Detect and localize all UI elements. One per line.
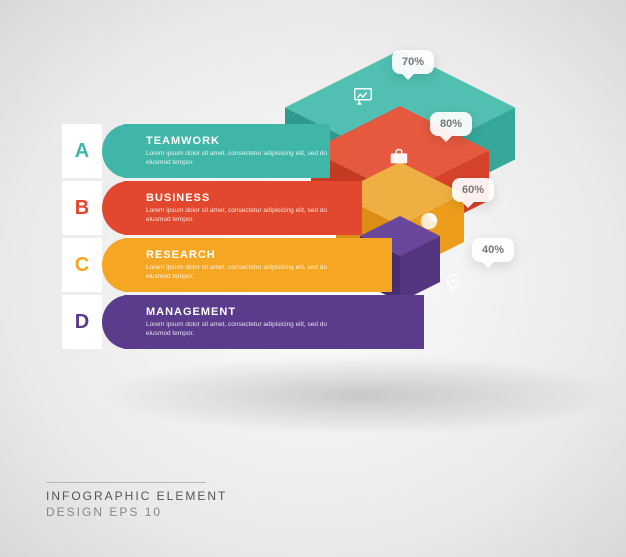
caption-rule [46, 482, 206, 483]
ribbon-title: RESEARCH [146, 249, 392, 261]
ribbon-body: MANAGEMENT Lorem ipsum dolor sit amet, co… [124, 295, 424, 349]
svg-text:$: $ [403, 155, 405, 159]
percent-bubble-d: 40% [472, 238, 514, 262]
presentation-icon [352, 86, 374, 108]
ribbon-b: B BUSINESS Lorem ipsum dolor sit amet, con… [62, 181, 362, 235]
letter-badge: C [62, 238, 102, 292]
caption: INFOGRAPHIC ELEMENT DESIGN EPS 10 [46, 482, 227, 519]
briefcase-icon: $ [388, 146, 410, 168]
piechart-icon [418, 210, 440, 232]
ribbon-subtitle: Lorem ipsum dolor sit amet, consectetur … [146, 321, 336, 337]
letter-badge: A [62, 124, 102, 178]
letter-badge: B [62, 181, 102, 235]
percent-bubble-b: 80% [430, 112, 472, 136]
ribbon-subtitle: Lorem ipsum dolor sit amet, consectetur … [146, 264, 336, 280]
ribbon-subtitle: Lorem ipsum dolor sit amet, consectetur … [146, 150, 330, 166]
ribbon-subtitle: Lorem ipsum dolor sit amet, consectetur … [146, 207, 336, 223]
ribbon-body: TEAMWORK Lorem ipsum dolor sit amet, cons… [124, 124, 330, 178]
ribbon-body: BUSINESS Lorem ipsum dolor sit amet, cons… [124, 181, 362, 235]
ribbon-body: RESEARCH Lorem ipsum dolor sit amet, cons… [124, 238, 392, 292]
ribbon-title: TEAMWORK [146, 135, 330, 147]
percent-bubble-a: 70% [392, 50, 434, 74]
caption-line2: DESIGN EPS 10 [46, 505, 227, 519]
ribbon-title: MANAGEMENT [146, 306, 424, 318]
caption-line1: INFOGRAPHIC ELEMENT [46, 489, 227, 503]
ribbon-title: BUSINESS [146, 192, 362, 204]
ribbon-c: C RESEARCH Lorem ipsum dolor sit amet, con… [62, 238, 392, 292]
infographic-canvas: A TEAMWORK Lorem ipsum dolor sit amet, con… [0, 0, 626, 557]
ribbon-a: A TEAMWORK Lorem ipsum dolor sit amet, con… [62, 124, 330, 178]
letter-badge: D [62, 295, 102, 349]
lightbulb-icon [442, 272, 464, 294]
ribbon-d: D MANAGEMENT Lorem ipsum dolor sit amet, c… [62, 295, 424, 349]
percent-bubble-c: 60% [452, 178, 494, 202]
